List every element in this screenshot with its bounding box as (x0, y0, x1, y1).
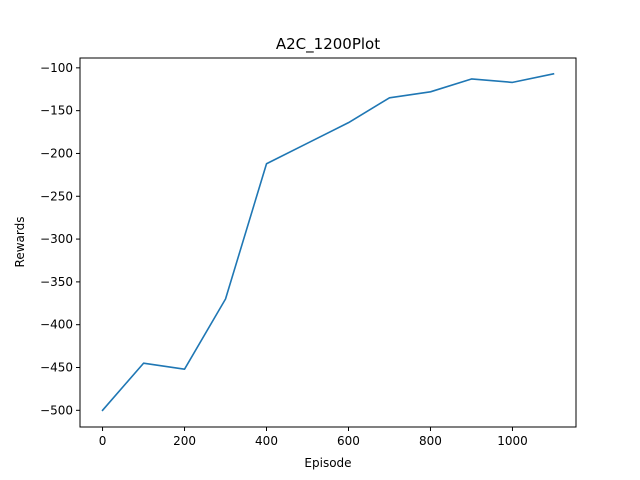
x-tick-label: 400 (255, 434, 278, 448)
x-axis-title: Episode (304, 456, 351, 470)
y-tick-label: −350 (40, 275, 73, 289)
x-tick-label: 200 (173, 434, 196, 448)
series-layer (101, 72, 555, 412)
y-tick-label: −450 (40, 360, 73, 374)
y-axis-title: Rewards (13, 217, 27, 268)
chart-title: A2C_1200Plot (276, 35, 380, 54)
x-tick-label: 600 (337, 434, 360, 448)
y-tick-label: −150 (40, 104, 73, 118)
plot-area (80, 58, 576, 427)
x-tick-label: 1000 (497, 434, 528, 448)
x-tick-label: 800 (419, 434, 442, 448)
y-tick-label: −400 (40, 318, 73, 332)
y-tick-label: −500 (40, 403, 73, 417)
y-axis-ticks: −500 −450 −400 −350 −300 −250 −200 −150 −100 (40, 61, 80, 417)
y-tick-label: −100 (40, 61, 73, 75)
plot-frame (79, 57, 577, 428)
y-tick-label: −200 (40, 146, 73, 160)
x-axis-ticks: 0 200 400 600 800 1000 (99, 427, 528, 448)
series-line (101, 72, 555, 412)
y-tick-label: −300 (40, 232, 73, 246)
y-tick-label: −250 (40, 189, 73, 203)
x-tick-label: 0 (99, 434, 107, 448)
